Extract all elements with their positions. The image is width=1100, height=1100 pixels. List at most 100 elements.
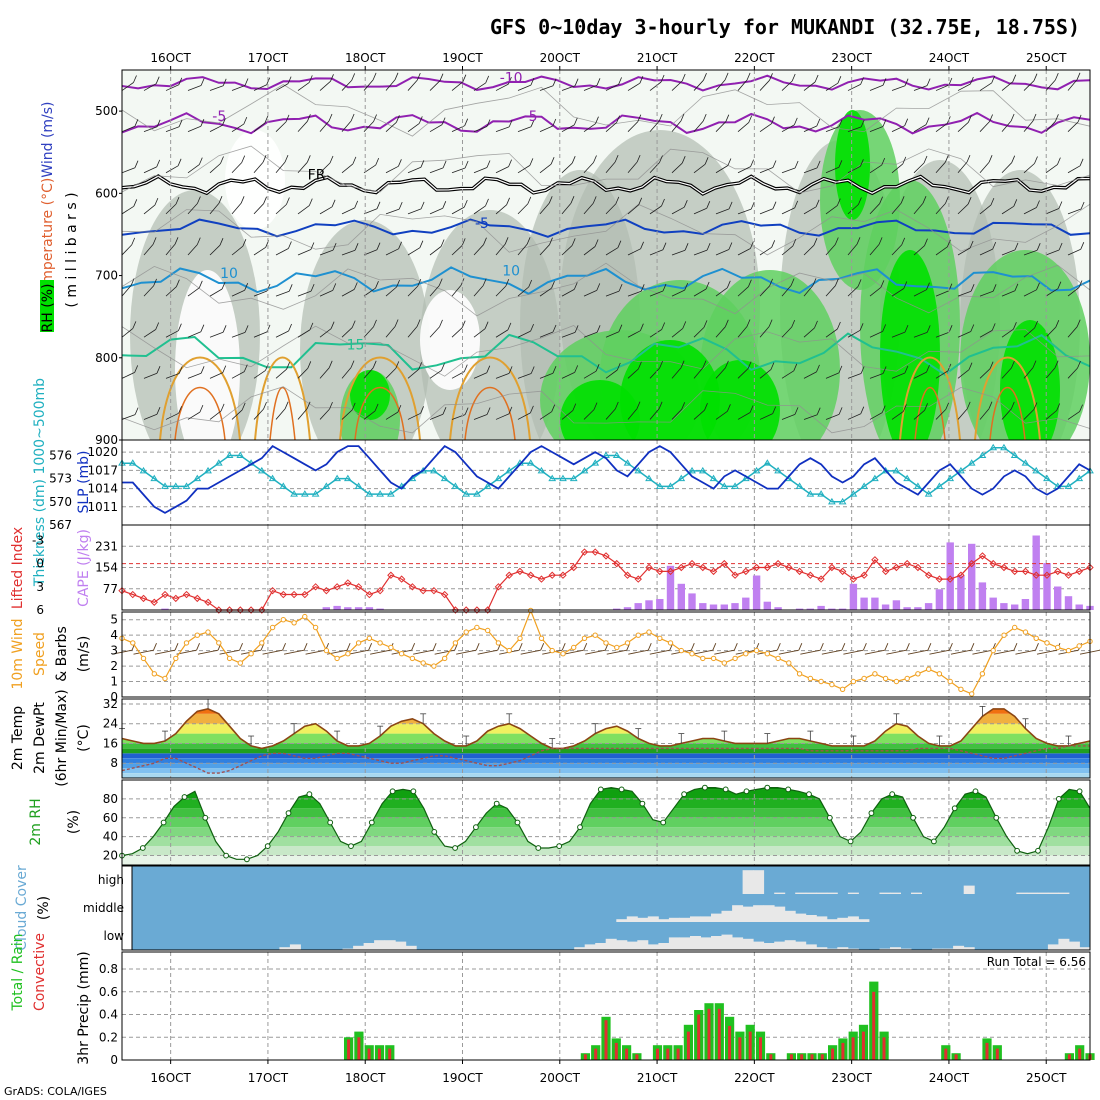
rh-point xyxy=(223,852,230,859)
precip-convective-bar xyxy=(357,1037,361,1060)
rh-point xyxy=(826,814,833,821)
wind-barb xyxy=(385,326,396,338)
li-ylabel-part-0: Lifted Index xyxy=(10,527,26,609)
wind-barb xyxy=(407,368,419,379)
x-tick-label-top: 23OCT xyxy=(831,51,872,65)
wind-barb-flag xyxy=(749,405,754,413)
isotherm-20 xyxy=(159,356,241,440)
rh-point xyxy=(452,845,459,851)
wind-barb-flag xyxy=(373,319,377,328)
cloud-high-cell xyxy=(911,892,922,894)
wind-barb xyxy=(451,327,463,338)
wind-barb xyxy=(1067,411,1080,420)
wind-barb-flag xyxy=(991,75,996,84)
wind-barb-flag xyxy=(904,365,909,374)
wind-barb xyxy=(143,126,158,133)
precip-convective-bar xyxy=(686,1031,690,1060)
wind-barb xyxy=(385,79,396,91)
wind-barb xyxy=(275,248,289,256)
temp-band xyxy=(122,758,1090,764)
wind-barb-flag xyxy=(199,404,204,413)
precip-ylabel-conv-part-0: Convective xyxy=(32,933,48,1011)
wind-barb-flag xyxy=(860,119,865,128)
rh-point xyxy=(972,788,979,795)
cloud-ylabel-a-part-0: Cloud Cover xyxy=(14,865,30,951)
cloud-low-cell xyxy=(374,940,386,950)
wind-barb-10m xyxy=(477,649,498,655)
rh-bright-area xyxy=(700,360,780,440)
wind-barb-flag xyxy=(640,284,645,292)
wind-barb-10m-flag xyxy=(1013,643,1018,651)
wind-ylabel-a: 10m Wind xyxy=(10,618,26,689)
wind-barb xyxy=(627,330,641,338)
wind-barb-flag xyxy=(1011,360,1015,369)
cloud-low-cell xyxy=(763,943,775,950)
cloud-low-cell xyxy=(1058,938,1070,950)
thickness-point xyxy=(257,466,266,474)
cloud-low-cell xyxy=(353,945,365,950)
wind-barb-10m-flag xyxy=(518,643,523,651)
precip-convective-bar xyxy=(1067,1054,1071,1060)
wind-speed-point xyxy=(388,644,394,651)
wind-barb-flag xyxy=(1055,320,1060,328)
wind-speed-point xyxy=(538,635,545,641)
wind-barb-flag xyxy=(1054,72,1059,81)
wind-barb xyxy=(517,412,531,420)
wind-speed-point xyxy=(839,686,846,692)
lifted-index-point xyxy=(397,575,406,583)
wind-barb xyxy=(539,203,550,215)
wind-barb xyxy=(407,247,421,256)
slp-tick-label: 1014 xyxy=(87,482,118,496)
cape-tick-label: 231 xyxy=(95,539,118,553)
wind-barb xyxy=(1023,367,1034,379)
temp-tick-label: 24 xyxy=(103,717,118,731)
wind-barb-flag xyxy=(615,196,620,205)
cape-tick-label: 77 xyxy=(103,582,118,596)
wind-barb xyxy=(1045,121,1056,132)
upper-ylabel-part-1: Wind (m/s) xyxy=(40,101,56,177)
wind-speed-point xyxy=(194,632,201,638)
wind-barb-flag xyxy=(134,407,139,415)
wind-barb-flag xyxy=(593,402,598,410)
y-tick-label: 700 xyxy=(95,269,118,283)
cape-bar xyxy=(860,597,868,610)
wind-barb-flag xyxy=(1036,200,1040,208)
wind-barb xyxy=(847,329,861,338)
precip-convective-bar xyxy=(604,1020,608,1060)
rh-point xyxy=(139,845,146,851)
wind-barb-10m-flag xyxy=(712,643,717,651)
wind-barb xyxy=(451,245,463,256)
wind-barb-flag xyxy=(332,242,337,251)
cape-bar xyxy=(656,599,664,610)
wind-barb-10m xyxy=(843,649,864,655)
wind-barb-flag xyxy=(970,76,974,85)
wind-barb xyxy=(759,80,770,91)
wind-speed-point xyxy=(248,651,254,657)
lifted-index-point xyxy=(258,606,266,614)
wind-barb-flag xyxy=(178,323,182,331)
precip-convective-bar xyxy=(748,1031,752,1060)
wind-barb xyxy=(539,331,554,338)
wind-barb xyxy=(297,329,311,338)
wind-barb-flag xyxy=(329,401,333,410)
cloud-low-cell xyxy=(721,934,733,950)
wind-barb-flag xyxy=(838,160,843,168)
lifted-index-point xyxy=(989,559,997,568)
wind-barb-flag xyxy=(593,155,597,163)
wind-barb-flag xyxy=(838,119,843,127)
wind-barb-10m xyxy=(606,649,627,655)
lifted-index-point xyxy=(752,563,761,572)
wind-barb-flag xyxy=(508,366,513,374)
cloud-low-cell xyxy=(363,943,375,950)
cape-bar xyxy=(849,583,858,610)
wind-barb xyxy=(495,83,509,91)
lifted-index-point xyxy=(785,563,793,572)
wind-barb-flag xyxy=(219,238,224,246)
wind-barb xyxy=(979,290,994,297)
wind-barb xyxy=(671,409,682,420)
wind-barb-flag xyxy=(530,366,535,374)
rh-legend-swatch xyxy=(40,280,54,332)
wind-barb-flag xyxy=(442,201,447,209)
thickness-point xyxy=(1043,474,1051,482)
wind-barb-flag xyxy=(614,154,619,163)
